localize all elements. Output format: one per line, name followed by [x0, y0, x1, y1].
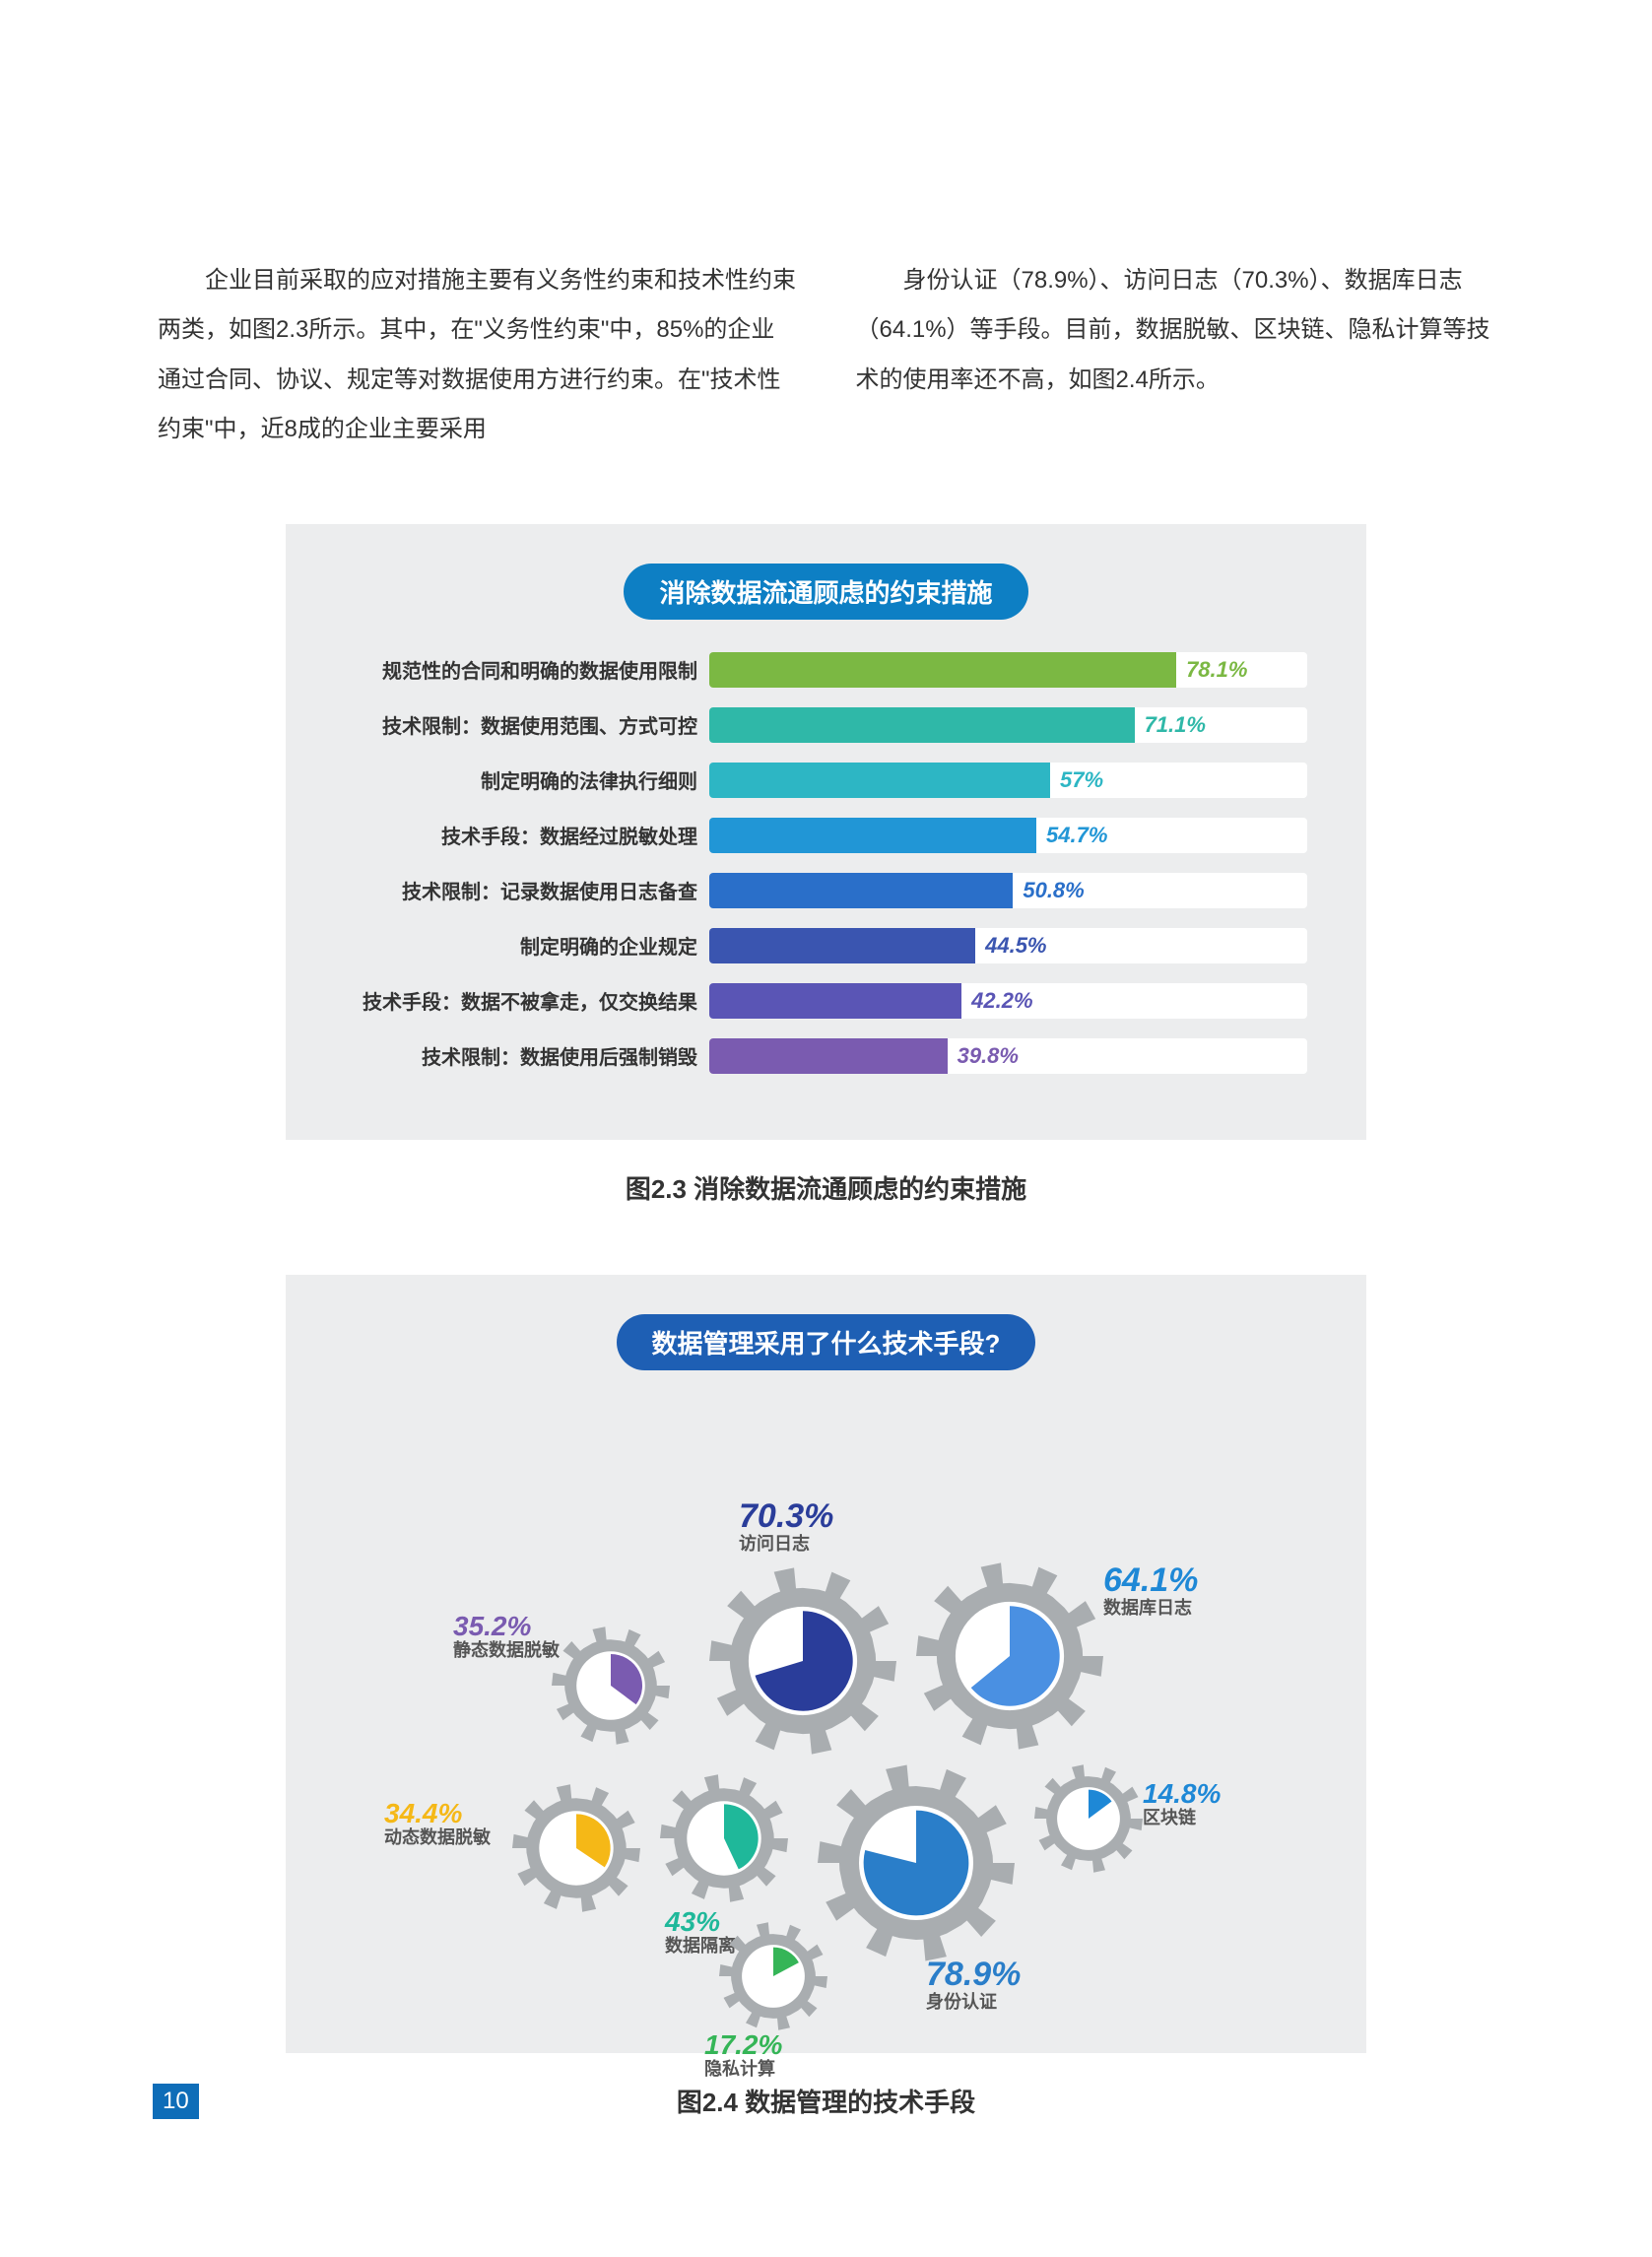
- gear-label-db-log: 64.1%数据库日志: [1103, 1562, 1198, 1619]
- gear-static-desens: [552, 1626, 670, 1750]
- bar-fill: [709, 763, 1050, 798]
- gear-label-access-log: 70.3%访问日志: [739, 1498, 833, 1555]
- gear-label-dynamic-desens: 34.4%动态数据脱敏: [384, 1799, 491, 1849]
- bar-value: 42.2%: [971, 988, 1032, 1014]
- bar-fill: [709, 1038, 948, 1074]
- bar-label: 技术手段：数据经过脱敏处理: [345, 821, 709, 849]
- page-number: 10: [153, 2084, 199, 2119]
- bar-value: 39.8%: [958, 1043, 1019, 1069]
- gear-pct: 35.2%: [453, 1612, 560, 1642]
- gear-label-privacy-comp: 17.2%隐私计算: [704, 2030, 782, 2081]
- gear-pct: 70.3%: [739, 1498, 833, 1535]
- gear-name: 访问日志: [739, 1535, 833, 1555]
- gear-label-static-desens: 35.2%静态数据脱敏: [453, 1612, 560, 1662]
- bar-fill: [709, 707, 1135, 743]
- bar-fill: [709, 928, 975, 963]
- gear-data-isolate: [660, 1774, 788, 1907]
- bar-row: 技术限制：数据使用后强制销毁 39.8%: [345, 1035, 1307, 1077]
- gear-name: 隐私计算: [704, 2060, 782, 2080]
- bar-value: 78.1%: [1186, 657, 1247, 683]
- bar-label: 技术限制：数据使用后强制销毁: [345, 1041, 709, 1070]
- gear-access-log: [709, 1567, 896, 1759]
- bar-track: 42.2%: [709, 983, 1307, 1019]
- gear-pct: 34.4%: [384, 1799, 491, 1829]
- gear-name: 区块链: [1143, 1809, 1221, 1828]
- bar-value: 50.8%: [1023, 878, 1084, 903]
- gear-name: 数据库日志: [1103, 1599, 1198, 1619]
- gear-name: 动态数据脱敏: [384, 1828, 491, 1848]
- bar-fill: [709, 983, 961, 1019]
- chart-2-3-caption: 图2.3 消除数据流通顾虑的约束措施: [158, 1169, 1494, 1206]
- gear-dynamic-desens: [512, 1784, 640, 1917]
- chart-2-4-gears: 70.3%访问日志 64.1%数据库日志 35.2%静态数据脱敏 34.4%动态数据脱…: [325, 1400, 1327, 2090]
- chart-2-4-container: 数据管理采用了什么技术手段? 70.3%访问日志 64.1%数据库日志 35.2%静…: [286, 1275, 1366, 2053]
- bar-label: 制定明确的企业规定: [345, 931, 709, 960]
- gear-pct: 17.2%: [704, 2030, 782, 2061]
- bar-track: 78.1%: [709, 652, 1307, 688]
- bar-fill: [709, 652, 1176, 688]
- bar-fill: [709, 873, 1013, 908]
- gear-db-log: [916, 1562, 1103, 1755]
- bar-value: 57%: [1060, 767, 1103, 793]
- bar-row: 规范性的合同和明确的数据使用限制 78.1%: [345, 649, 1307, 691]
- bar-value: 44.5%: [985, 933, 1046, 959]
- chart-2-3-bars: 规范性的合同和明确的数据使用限制 78.1% 技术限制：数据使用范围、方式可控 71.…: [345, 649, 1307, 1077]
- gear-pct: 64.1%: [1103, 1562, 1198, 1599]
- chart-2-3-title: 消除数据流通顾虑的约束措施: [624, 564, 1027, 620]
- gear-label-identity-auth: 78.9%身份认证: [926, 1957, 1021, 2013]
- gear-name: 身份认证: [926, 1993, 1021, 2013]
- bar-label: 技术限制：记录数据使用日志备查: [345, 876, 709, 904]
- bar-track: 71.1%: [709, 707, 1307, 743]
- bar-track: 57%: [709, 763, 1307, 798]
- gear-blockchain: [1034, 1764, 1143, 1878]
- bar-label: 规范性的合同和明确的数据使用限制: [345, 655, 709, 684]
- paragraph-right: 身份认证（78.9%）、访问日志（70.3%）、数据库日志（64.1%）等手段。…: [856, 256, 1495, 405]
- bar-track: 39.8%: [709, 1038, 1307, 1074]
- bar-track: 54.7%: [709, 818, 1307, 853]
- bar-label: 技术限制：数据使用范围、方式可控: [345, 710, 709, 739]
- chart-2-4-title: 数据管理采用了什么技术手段?: [617, 1314, 1036, 1370]
- chart-2-3-container: 消除数据流通顾虑的约束措施 规范性的合同和明确的数据使用限制 78.1% 技术限制：…: [286, 524, 1366, 1140]
- bar-row: 制定明确的企业规定 44.5%: [345, 925, 1307, 966]
- bar-row: 技术手段：数据不被拿走，仅交换结果 42.2%: [345, 980, 1307, 1022]
- bar-row: 技术限制：数据使用范围、方式可控 71.1%: [345, 704, 1307, 746]
- paragraph-left: 企业目前采取的应对措施主要有义务性约束和技术性约束两类，如图2.3所示。其中，在…: [158, 256, 797, 455]
- bar-track: 50.8%: [709, 873, 1307, 908]
- bar-row: 技术限制：记录数据使用日志备查 50.8%: [345, 870, 1307, 911]
- bar-value: 54.7%: [1046, 823, 1107, 848]
- bar-row: 制定明确的法律执行细则 57%: [345, 760, 1307, 801]
- gear-privacy-comp: [719, 1922, 827, 2035]
- gear-label-blockchain: 14.8%区块链: [1143, 1779, 1221, 1829]
- gear-identity-auth: [818, 1764, 1015, 1966]
- gear-pct: 78.9%: [926, 1957, 1021, 1993]
- body-text: 企业目前采取的应对措施主要有义务性约束和技术性约束两类，如图2.3所示。其中，在…: [158, 256, 1494, 455]
- gear-pct: 14.8%: [1143, 1779, 1221, 1810]
- bar-label: 技术手段：数据不被拿走，仅交换结果: [345, 986, 709, 1015]
- bar-row: 技术手段：数据经过脱敏处理 54.7%: [345, 815, 1307, 856]
- gear-name: 静态数据脱敏: [453, 1641, 560, 1661]
- bar-label: 制定明确的法律执行细则: [345, 765, 709, 794]
- bar-value: 71.1%: [1145, 712, 1206, 738]
- bar-fill: [709, 818, 1036, 853]
- bar-track: 44.5%: [709, 928, 1307, 963]
